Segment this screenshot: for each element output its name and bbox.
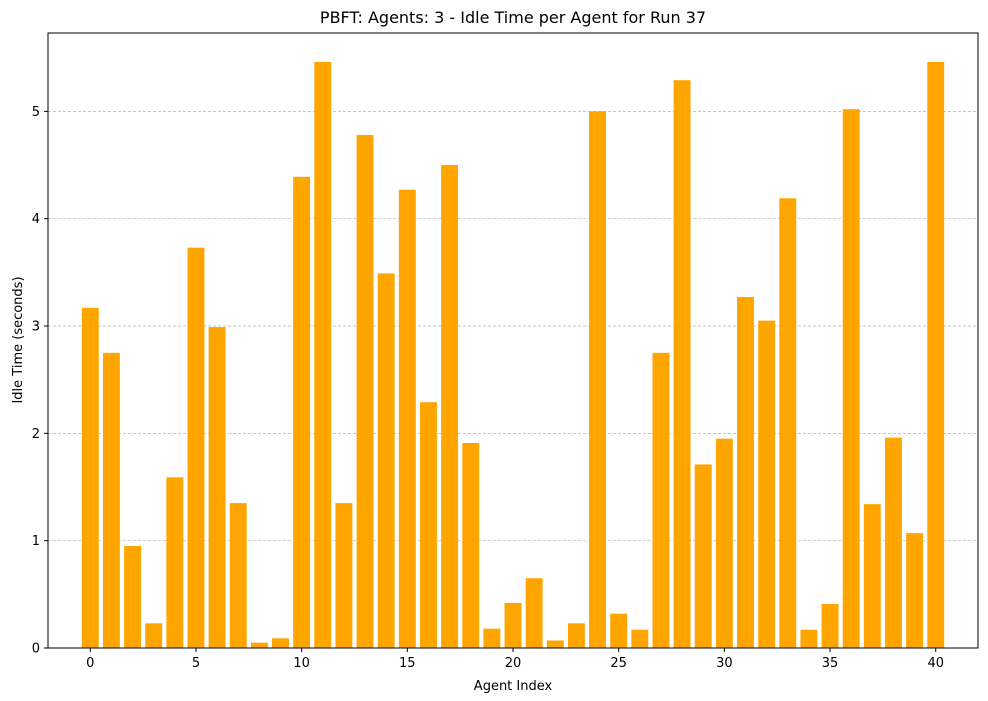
bar-agent-24 (589, 111, 606, 649)
y-axis-label: Idle Time (seconds) (11, 276, 26, 403)
bar-agent-8 (250, 642, 268, 648)
bar-agent-33 (779, 198, 797, 648)
bar-agent-3 (145, 623, 163, 648)
bar-agent-4 (166, 477, 184, 648)
bar-agent-15 (398, 189, 416, 648)
bar-agent-36 (842, 109, 860, 649)
x-tick-label-40: 40 (927, 656, 944, 671)
bar-agent-11 (314, 61, 332, 648)
bar-agent-29 (694, 464, 712, 648)
bar-agent-26 (631, 629, 649, 648)
bar-agent-34 (800, 629, 818, 648)
x-tick-label-5: 5 (192, 656, 200, 671)
bar-agent-39 (906, 533, 924, 648)
bars (81, 61, 945, 649)
bar-agent-38 (885, 437, 902, 648)
bar-agent-25 (610, 613, 628, 648)
bar-agent-19 (483, 628, 501, 648)
y-tick-label-0: 0 (32, 642, 40, 657)
chart-title: PBFT: Agents: 3 - Idle Time per Agent fo… (320, 8, 706, 27)
x-axis-label: Agent Index (474, 679, 553, 694)
x-tick-label-25: 25 (610, 656, 627, 671)
bar-agent-0 (81, 307, 99, 648)
x-axis-ticks: 0 5 10 15 20 25 30 35 40 (86, 648, 944, 671)
bar-agent-1 (102, 352, 120, 648)
x-tick-label-30: 30 (716, 656, 733, 671)
y-tick-label-5: 5 (32, 105, 40, 120)
y-tick-label-2: 2 (32, 427, 40, 442)
bar-agent-22 (546, 640, 564, 648)
bar-agent-14 (377, 273, 395, 648)
bar-agent-7 (229, 503, 247, 648)
bar-agent-9 (272, 638, 289, 648)
bar-agent-5 (187, 247, 205, 649)
bar-agent-28 (673, 80, 691, 649)
bar-agent-23 (567, 623, 585, 648)
bar-agent-32 (758, 320, 776, 648)
bar-agent-2 (124, 546, 141, 648)
bar-agent-17 (441, 165, 459, 649)
bar-agent-18 (462, 443, 480, 648)
bar-agent-30 (715, 438, 733, 648)
bar-agent-13 (356, 134, 374, 648)
bar-agent-20 (504, 602, 522, 648)
x-tick-label-10: 10 (293, 656, 310, 671)
y-axis-ticks: 0 1 2 3 4 5 (32, 105, 48, 657)
bar-agent-12 (335, 503, 353, 648)
bar-agent-6 (208, 327, 226, 648)
bar-agent-16 (420, 402, 437, 648)
bar-agent-21 (525, 578, 543, 648)
bar-agent-37 (863, 504, 881, 648)
x-tick-label-20: 20 (505, 656, 522, 671)
y-tick-label-1: 1 (32, 534, 40, 549)
bar-agent-31 (737, 297, 754, 648)
bar-agent-10 (293, 176, 311, 648)
bar-agent-27 (652, 352, 670, 648)
x-tick-label-15: 15 (399, 656, 416, 671)
bar-agent-35 (821, 603, 839, 648)
bar-agent-40 (927, 61, 945, 648)
x-tick-label-35: 35 (822, 656, 839, 671)
y-tick-label-4: 4 (32, 212, 40, 227)
x-tick-label-0: 0 (86, 656, 94, 671)
y-tick-label-3: 3 (32, 320, 40, 335)
